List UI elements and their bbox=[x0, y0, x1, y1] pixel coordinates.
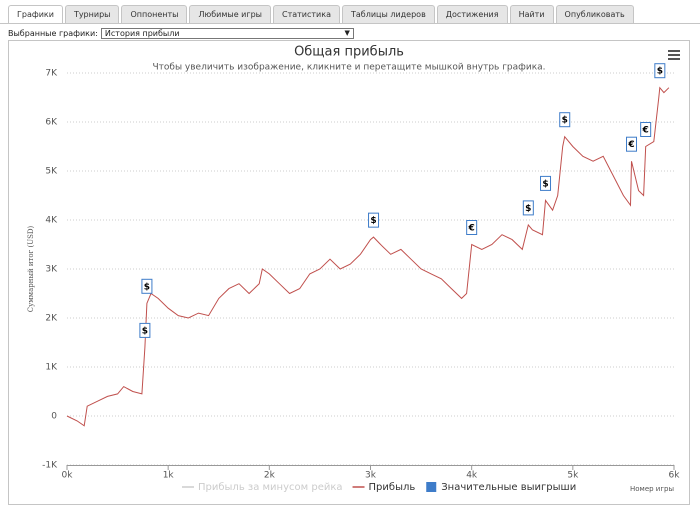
big-win-flag: $ bbox=[540, 175, 552, 191]
big-win-flag: € bbox=[626, 136, 638, 152]
flag-box bbox=[522, 200, 534, 216]
big-win-flag: $ bbox=[654, 63, 666, 79]
x-tick-label: 2k bbox=[264, 471, 276, 481]
selector-dropdown[interactable]: История прибыли bbox=[100, 28, 354, 39]
flag-label: € bbox=[627, 140, 634, 150]
flag-box bbox=[141, 278, 153, 294]
tab[interactable]: Любимые игры bbox=[189, 5, 271, 23]
big-win-flag: $ bbox=[141, 278, 153, 294]
flag-label: € bbox=[642, 126, 649, 136]
menu-button[interactable] bbox=[668, 50, 680, 60]
legend-label: Прибыль за минусом рейка bbox=[198, 482, 343, 493]
flag-box bbox=[139, 322, 151, 338]
y-tick-label: 0 bbox=[51, 412, 57, 422]
x-tick-label: 0k bbox=[62, 471, 74, 481]
flag-label: € bbox=[468, 224, 475, 234]
flag-label: $ bbox=[370, 216, 376, 226]
tab[interactable]: Опубликовать bbox=[555, 5, 634, 23]
big-win-flag: $ bbox=[368, 212, 380, 228]
flag-box bbox=[640, 122, 652, 137]
big-win-flag: $ bbox=[139, 322, 151, 338]
flag-label: $ bbox=[525, 204, 531, 214]
selector-label: Выбранные графики: bbox=[8, 29, 98, 38]
y-tick-label: -1K bbox=[42, 461, 58, 471]
tab[interactable]: Таблицы лидеров bbox=[341, 5, 435, 23]
flag-box bbox=[540, 175, 552, 191]
x-tick-label: 6k bbox=[669, 471, 681, 481]
chart-subtitle: Чтобы увеличить изображение, кликните и … bbox=[152, 63, 545, 73]
y-axis-title: Суммарный итог (USD) bbox=[27, 225, 35, 312]
flag-box bbox=[559, 112, 571, 128]
tab-bar: Графики Турниры Оппоненты Любимые игры Стати… bbox=[8, 5, 634, 23]
big-win-flag: € bbox=[640, 122, 652, 137]
y-tick-label: 2K bbox=[45, 314, 58, 324]
flag-label: $ bbox=[144, 282, 150, 292]
flag-label: $ bbox=[142, 326, 148, 336]
y-tick-label: 1K bbox=[45, 363, 58, 373]
x-tick-label: 5k bbox=[567, 471, 579, 481]
tab[interactable]: Оппоненты bbox=[121, 5, 188, 23]
y-tick-label: 7K bbox=[45, 69, 58, 79]
big-win-flag: $ bbox=[522, 200, 534, 216]
big-win-flag: € bbox=[466, 220, 478, 235]
y-tick-label: 5K bbox=[45, 167, 58, 177]
y-tick-label: 3K bbox=[45, 265, 58, 275]
chart-frame bbox=[8, 40, 690, 505]
flag-box bbox=[654, 63, 666, 79]
flag-box bbox=[626, 136, 638, 152]
y-tick-label: 6K bbox=[45, 118, 58, 128]
tab[interactable]: Графики bbox=[8, 5, 63, 23]
flag-label: $ bbox=[657, 67, 663, 77]
tab[interactable]: Турниры bbox=[64, 5, 120, 23]
legend-label: Значительные выигрыши bbox=[441, 482, 576, 493]
y-tick-label: 4K bbox=[45, 216, 58, 226]
x-tick-label: 1k bbox=[163, 471, 175, 481]
big-win-flag: $ bbox=[559, 112, 571, 128]
graph-selector: Выбранные графики: История прибыли bbox=[8, 28, 354, 39]
flag-box bbox=[466, 220, 478, 235]
x-tick-label: 4k bbox=[466, 471, 478, 481]
flag-label: $ bbox=[562, 116, 568, 126]
tab-divider bbox=[0, 23, 700, 24]
tab[interactable]: Достижения bbox=[436, 5, 508, 23]
flag-box bbox=[368, 212, 380, 228]
x-tick-label: 3k bbox=[365, 471, 377, 481]
x-axis-title: Номер игры bbox=[630, 485, 674, 493]
profit-line bbox=[66, 86, 670, 427]
tab[interactable]: Найти bbox=[509, 5, 554, 23]
legend-symbol bbox=[426, 482, 437, 492]
legend-label: Прибыль bbox=[369, 482, 416, 493]
tab[interactable]: Статистика bbox=[272, 5, 340, 23]
chart-title: Общая прибыль bbox=[294, 45, 404, 60]
flag-label: $ bbox=[542, 179, 548, 189]
